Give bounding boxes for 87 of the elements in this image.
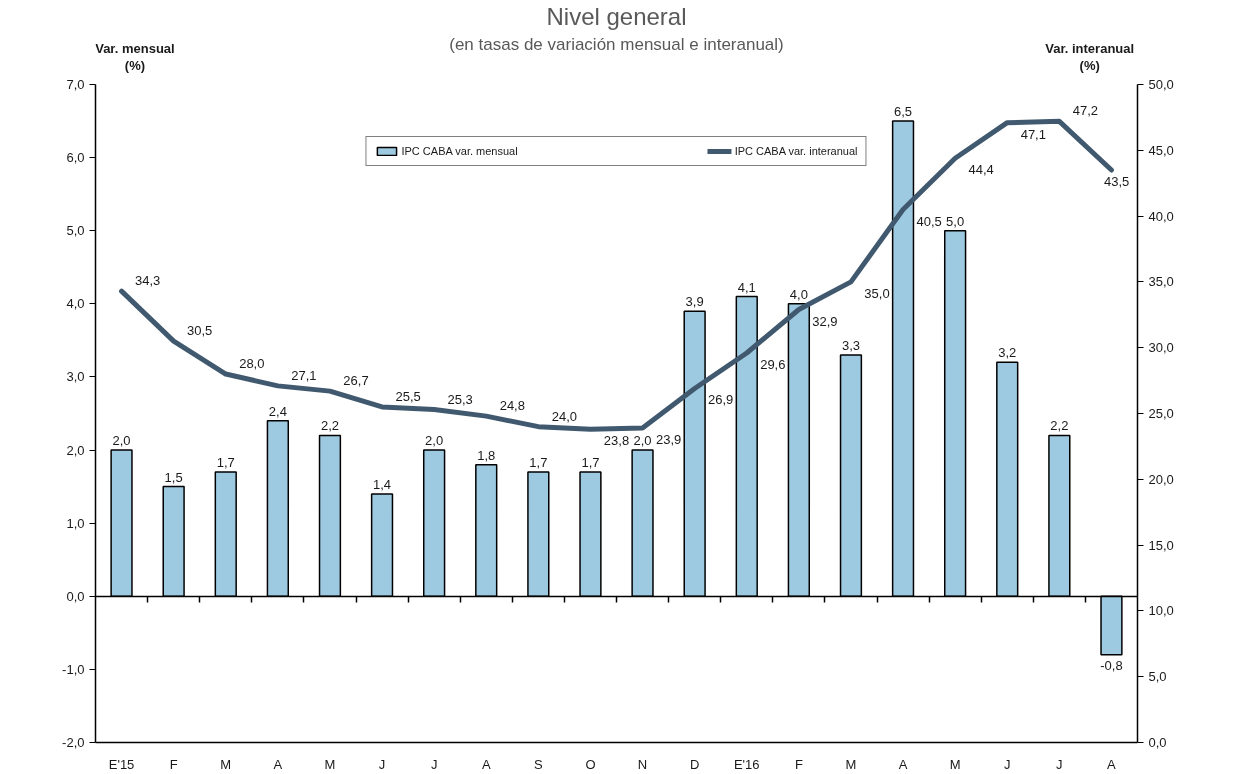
data-label: 2,0	[633, 433, 652, 449]
data-label: 34,3	[134, 273, 161, 289]
x-tick-label: S	[534, 756, 544, 772]
legend-label: IPC CABA var. interanual	[734, 145, 858, 157]
y2-tick-label: 5,0	[1148, 669, 1167, 685]
data-label: 27,1	[291, 367, 317, 383]
data-label: 1,7	[581, 454, 600, 470]
chart-title: Nivel general	[546, 2, 687, 30]
y2-tick-label: 40,0	[1148, 208, 1174, 224]
data-label: 26,7	[343, 373, 369, 389]
x-tick-label: A	[898, 756, 908, 772]
y2-tick-label: 20,0	[1148, 471, 1174, 487]
data-label: 4,0	[789, 286, 808, 302]
y-tick-label: 0,0	[66, 588, 85, 604]
y-tick-label: 6,0	[66, 150, 85, 166]
x-tick-label: M	[220, 756, 232, 772]
x-tick-label: F	[169, 756, 178, 772]
data-label: 25,3	[447, 391, 473, 407]
y2-tick-label: 35,0	[1148, 274, 1174, 290]
x-tick-label: E'16	[733, 756, 760, 772]
data-label: 28,0	[239, 356, 265, 372]
data-label: 29,6	[760, 356, 786, 372]
data-label: 5,0	[946, 213, 965, 229]
data-label: 30,5	[187, 323, 213, 339]
y-tick-label: 7,0	[66, 77, 85, 92]
data-label: 43,5	[1104, 174, 1130, 190]
x-tick-label: A	[481, 756, 491, 772]
data-label: 32,9	[812, 313, 838, 329]
x-tick-label: M	[324, 756, 336, 772]
data-label: 4,1	[737, 279, 756, 295]
y-tick-label: 5,0	[66, 223, 85, 239]
chart-subtitle: (en tasas de variación mensual e interanual)	[449, 34, 784, 54]
data-label: -0,8	[1100, 657, 1123, 673]
y2-tick-label: 30,0	[1148, 340, 1174, 356]
y-tick-label: 3,0	[66, 369, 85, 385]
data-label: 24,0	[551, 408, 578, 424]
data-label: 47,2	[1072, 103, 1099, 119]
y2-tick-label: 45,0	[1148, 142, 1174, 158]
legend-label: IPC CABA var. mensual	[401, 145, 518, 157]
y-tick-label: 2,0	[66, 442, 85, 458]
x-tick-label: M	[949, 756, 961, 772]
data-label: 25,5	[395, 388, 421, 404]
y2-tick-label: 25,0	[1148, 406, 1174, 421]
x-tick-label: E'15	[108, 756, 135, 772]
data-label: 23,9	[655, 431, 682, 447]
data-label: 6,5	[894, 104, 913, 120]
x-tick-label: J	[378, 756, 386, 772]
y2-tick-label: 15,0	[1148, 537, 1174, 553]
y2-axis-title: Var. interanual (%)	[1045, 40, 1135, 73]
y-tick-label: -2,0	[62, 735, 85, 750]
data-label: 1,7	[529, 454, 548, 470]
data-label: 1,8	[477, 447, 496, 463]
y-tick-label: 4,0	[66, 296, 85, 312]
x-tick-label: D	[689, 756, 700, 772]
data-label: 23,8	[603, 433, 630, 449]
data-label: 1,7	[216, 454, 235, 470]
x-tick-label: N	[637, 756, 648, 772]
data-label: 47,1	[1020, 126, 1046, 142]
x-tick-label: A	[1107, 756, 1117, 772]
x-tick-label: O	[585, 756, 596, 772]
data-label: 2,2	[320, 418, 339, 434]
y2-tick-label: 0,0	[1148, 735, 1167, 750]
data-label: 3,3	[841, 338, 860, 354]
y-tick-label: 1,0	[66, 515, 85, 531]
x-tick-label: J	[1056, 756, 1063, 772]
data-label: 24,8	[499, 398, 525, 414]
x-tick-label: A	[273, 756, 283, 772]
data-label: 44,4	[968, 162, 994, 178]
x-tick-label: M	[845, 756, 857, 772]
y-tick-label: -1,0	[62, 661, 85, 677]
data-label: 2,0	[112, 433, 131, 449]
data-label: 3,2	[998, 345, 1017, 361]
data-label: 3,9	[685, 294, 704, 310]
data-label: 2,4	[268, 403, 287, 419]
data-label: 40,5	[916, 213, 942, 229]
data-label: 1,4	[373, 476, 392, 492]
x-tick-label: F	[794, 756, 803, 772]
data-label: 35,0	[864, 285, 890, 301]
y2-tick-label: 50,0	[1148, 77, 1174, 92]
data-label: 26,9	[708, 392, 734, 408]
x-tick-label: J	[430, 756, 438, 772]
data-label: 1,5	[164, 469, 183, 485]
y2-tick-label: 10,0	[1148, 603, 1174, 619]
data-label: 2,0	[425, 433, 444, 449]
x-tick-label: J	[1004, 756, 1011, 772]
data-label: 2,2	[1050, 418, 1069, 434]
y-axis-title: Var. mensual (%)	[95, 40, 175, 73]
